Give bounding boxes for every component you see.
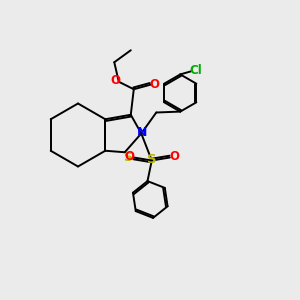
Text: O: O [169, 149, 179, 163]
Text: S: S [147, 153, 157, 167]
Text: O: O [110, 74, 120, 87]
Text: S: S [123, 151, 132, 164]
Text: O: O [149, 78, 159, 91]
Text: Cl: Cl [190, 64, 203, 77]
Text: O: O [124, 149, 134, 163]
Text: N: N [137, 126, 147, 140]
